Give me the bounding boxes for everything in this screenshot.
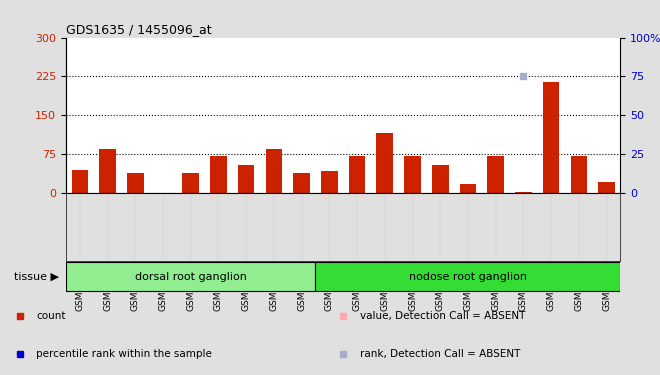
Bar <box>238 165 255 193</box>
Bar <box>487 156 504 193</box>
Bar <box>293 173 310 193</box>
Bar <box>321 171 338 193</box>
Bar <box>315 262 620 291</box>
Text: count: count <box>36 310 66 321</box>
Bar <box>570 156 587 193</box>
Bar <box>210 156 227 193</box>
Bar <box>376 134 393 193</box>
Bar <box>404 156 421 193</box>
Bar <box>459 184 477 193</box>
Text: tissue ▶: tissue ▶ <box>15 272 59 282</box>
Bar <box>127 173 144 193</box>
Bar <box>598 182 615 193</box>
Bar <box>182 173 199 193</box>
Bar <box>71 170 88 193</box>
Text: GDS1635 / 1455096_at: GDS1635 / 1455096_at <box>66 23 212 36</box>
Bar <box>432 165 449 193</box>
Text: nodose root ganglion: nodose root ganglion <box>409 272 527 282</box>
Bar <box>99 149 116 193</box>
Bar <box>515 192 532 193</box>
Bar <box>348 156 366 193</box>
Text: rank, Detection Call = ABSENT: rank, Detection Call = ABSENT <box>360 350 520 359</box>
Bar <box>66 262 315 291</box>
Bar <box>543 82 560 193</box>
Text: percentile rank within the sample: percentile rank within the sample <box>36 350 212 359</box>
Bar <box>265 149 282 193</box>
Text: value, Detection Call = ABSENT: value, Detection Call = ABSENT <box>360 310 525 321</box>
Text: dorsal root ganglion: dorsal root ganglion <box>135 272 247 282</box>
